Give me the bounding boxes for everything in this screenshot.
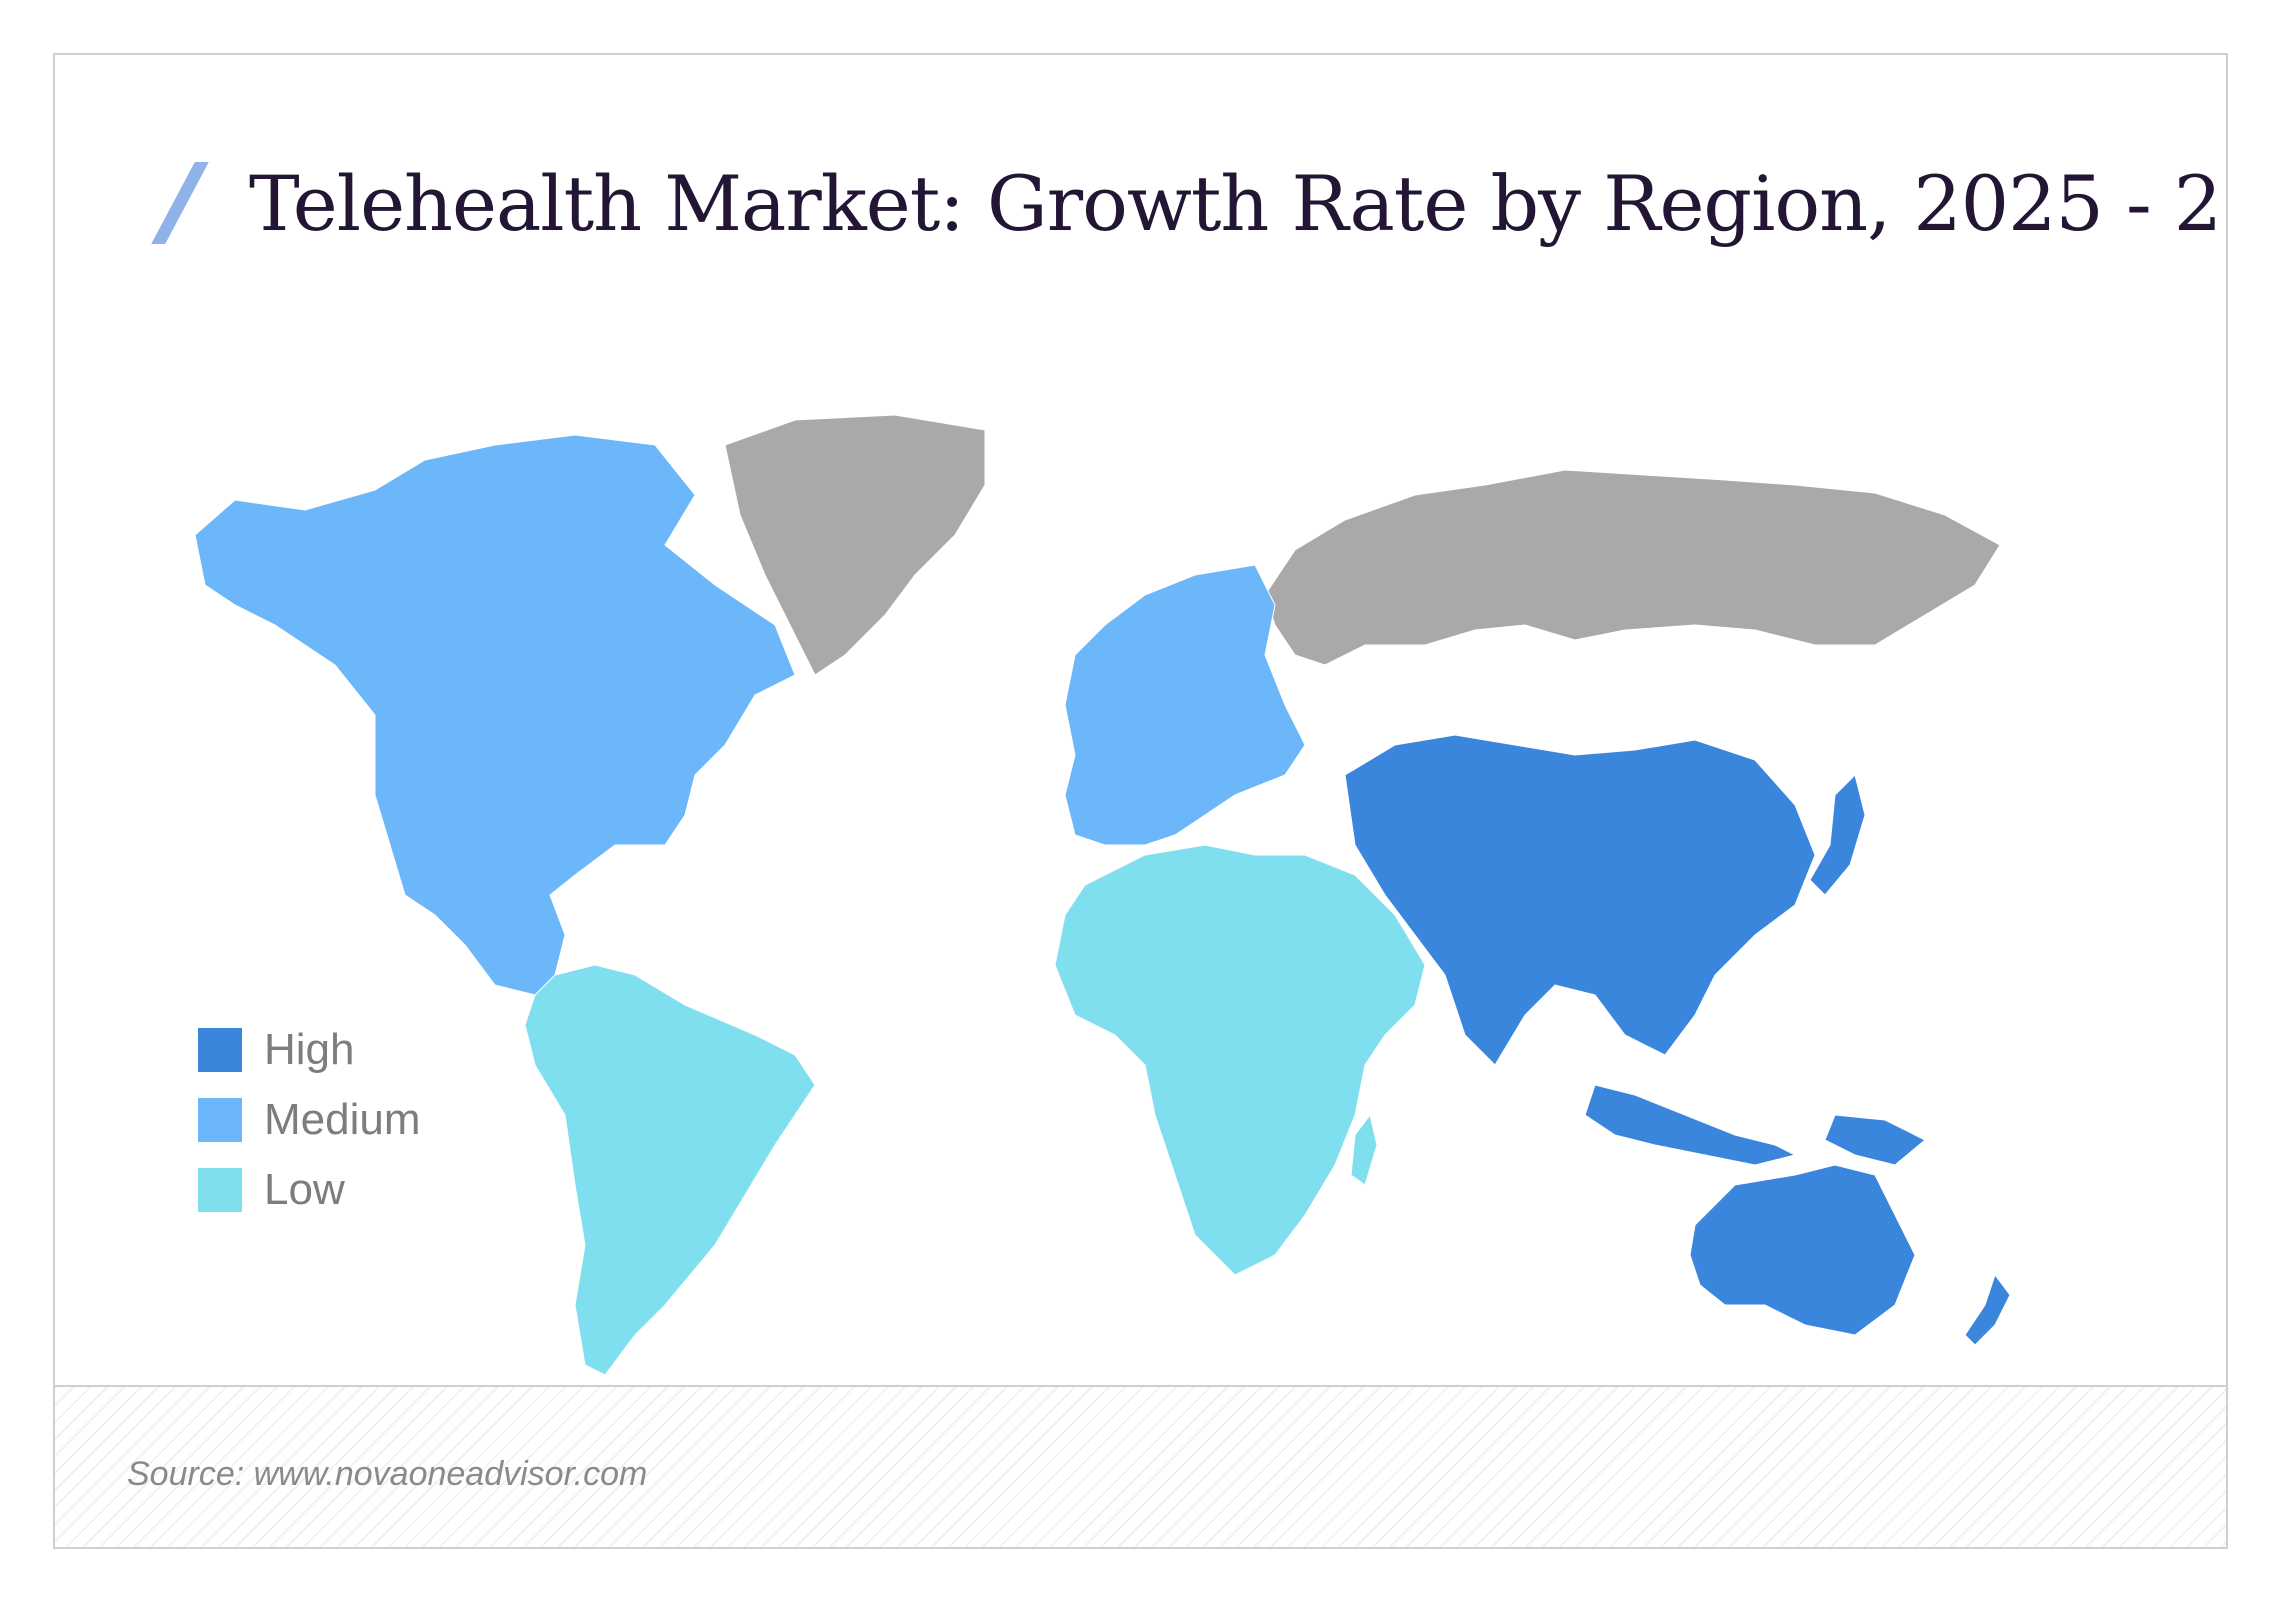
new-zealand-region (1964, 1273, 2011, 1346)
legend-swatch-medium (198, 1098, 242, 1142)
russia-region (1264, 469, 2001, 666)
title-row: Telehealth Market: Growth Rate by Region… (149, 143, 2228, 263)
world-map (195, 375, 2185, 1375)
region-asia-pacific (1344, 734, 1816, 1066)
map-legend: High Medium Low (198, 1015, 421, 1225)
legend-swatch-low (198, 1168, 242, 1212)
legend-item: High (198, 1015, 421, 1085)
greenland-region (724, 414, 986, 676)
region-north-america (195, 434, 796, 996)
region-latin-america (524, 964, 816, 1375)
page-title: Telehealth Market: Growth Rate by Region… (249, 158, 2228, 248)
legend-item: Medium (198, 1085, 421, 1155)
legend-swatch-high (198, 1028, 242, 1072)
indonesia-region (1584, 1084, 1797, 1166)
region-europe (1064, 564, 1306, 846)
japan-region (1809, 774, 1866, 896)
title-accent-slash-icon (151, 162, 209, 244)
chart-frame: Telehealth Market: Growth Rate by Region… (53, 53, 2228, 1549)
madagascar-region (1350, 1113, 1378, 1186)
legend-item: Low (198, 1155, 421, 1225)
legend-label-medium: Medium (264, 1095, 421, 1144)
source-text: Source: www.novaoneadvisor.com (127, 1455, 648, 1493)
region-middle-east-africa (1054, 844, 1426, 1276)
new-guinea-region (1824, 1114, 1926, 1166)
australia-region (1689, 1164, 1916, 1336)
footer: Source: www.novaoneadvisor.com (55, 1385, 2226, 1547)
legend-label-low: Low (264, 1165, 345, 1214)
legend-label-high: High (264, 1025, 355, 1074)
